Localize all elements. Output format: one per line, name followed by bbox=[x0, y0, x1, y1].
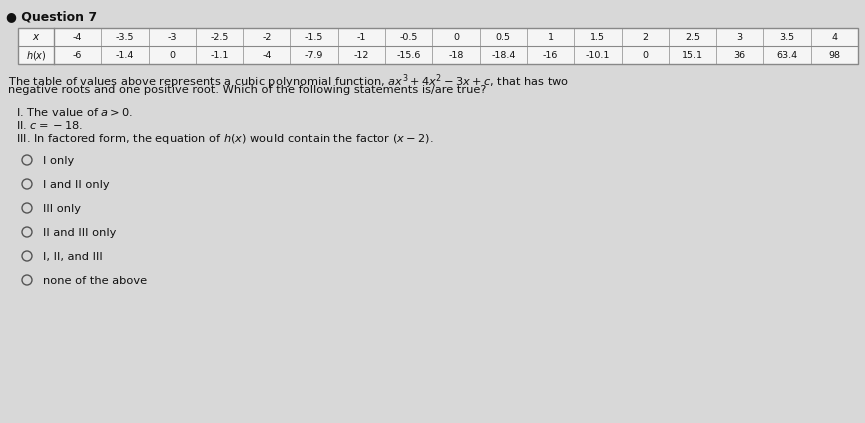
Text: III. In factored form, the equation of $h(x)$ would contain the factor $(x - 2)$: III. In factored form, the equation of $… bbox=[16, 132, 433, 146]
Text: -3: -3 bbox=[168, 33, 177, 41]
Text: 0.5: 0.5 bbox=[496, 33, 511, 41]
Text: II and III only: II and III only bbox=[43, 228, 117, 238]
Text: I and II only: I and II only bbox=[43, 180, 110, 190]
Text: -1.4: -1.4 bbox=[116, 50, 134, 60]
Text: -6: -6 bbox=[73, 50, 82, 60]
Text: 0: 0 bbox=[170, 50, 176, 60]
Text: 1: 1 bbox=[548, 33, 554, 41]
Text: -18: -18 bbox=[448, 50, 464, 60]
Text: -2: -2 bbox=[262, 33, 272, 41]
Text: ● Question 7: ● Question 7 bbox=[6, 10, 97, 23]
Text: -1.1: -1.1 bbox=[210, 50, 228, 60]
Text: $x$: $x$ bbox=[32, 32, 41, 42]
Text: I. The value of $a > 0$.: I. The value of $a > 0$. bbox=[16, 106, 133, 118]
Text: 3.5: 3.5 bbox=[779, 33, 795, 41]
Text: 0: 0 bbox=[642, 50, 648, 60]
Text: 63.4: 63.4 bbox=[777, 50, 798, 60]
Text: $h(x)$: $h(x)$ bbox=[26, 49, 47, 61]
Text: 0: 0 bbox=[453, 33, 459, 41]
Text: -4: -4 bbox=[262, 50, 272, 60]
Text: none of the above: none of the above bbox=[43, 276, 147, 286]
Text: -3.5: -3.5 bbox=[116, 33, 134, 41]
Text: -18.4: -18.4 bbox=[491, 50, 516, 60]
Text: -2.5: -2.5 bbox=[210, 33, 228, 41]
Text: -1.5: -1.5 bbox=[305, 33, 324, 41]
Text: -4: -4 bbox=[73, 33, 82, 41]
Text: -16: -16 bbox=[543, 50, 558, 60]
Text: 98: 98 bbox=[829, 50, 841, 60]
Text: -12: -12 bbox=[354, 50, 369, 60]
Text: 2.5: 2.5 bbox=[685, 33, 700, 41]
Text: I only: I only bbox=[43, 156, 74, 166]
Text: -1: -1 bbox=[356, 33, 366, 41]
Text: 36: 36 bbox=[734, 50, 746, 60]
Text: 1.5: 1.5 bbox=[591, 33, 606, 41]
Text: negative roots and one positive root. Which of the following statements is/are t: negative roots and one positive root. Wh… bbox=[8, 85, 486, 95]
Text: -7.9: -7.9 bbox=[305, 50, 324, 60]
Text: 4: 4 bbox=[831, 33, 837, 41]
Text: III only: III only bbox=[43, 204, 81, 214]
Text: II. $c = -18$.: II. $c = -18$. bbox=[16, 119, 83, 131]
Text: -0.5: -0.5 bbox=[400, 33, 418, 41]
Bar bbox=[18, 28, 858, 64]
Text: -15.6: -15.6 bbox=[396, 50, 421, 60]
Text: 2: 2 bbox=[642, 33, 648, 41]
Text: -10.1: -10.1 bbox=[586, 50, 610, 60]
Text: I, II, and III: I, II, and III bbox=[43, 252, 103, 262]
Text: The table of values above represents a cubic polynomial function, $ax^3 + 4x^2 -: The table of values above represents a c… bbox=[8, 72, 569, 91]
Text: 15.1: 15.1 bbox=[682, 50, 703, 60]
Bar bbox=[18, 28, 858, 64]
Text: 3: 3 bbox=[737, 33, 743, 41]
